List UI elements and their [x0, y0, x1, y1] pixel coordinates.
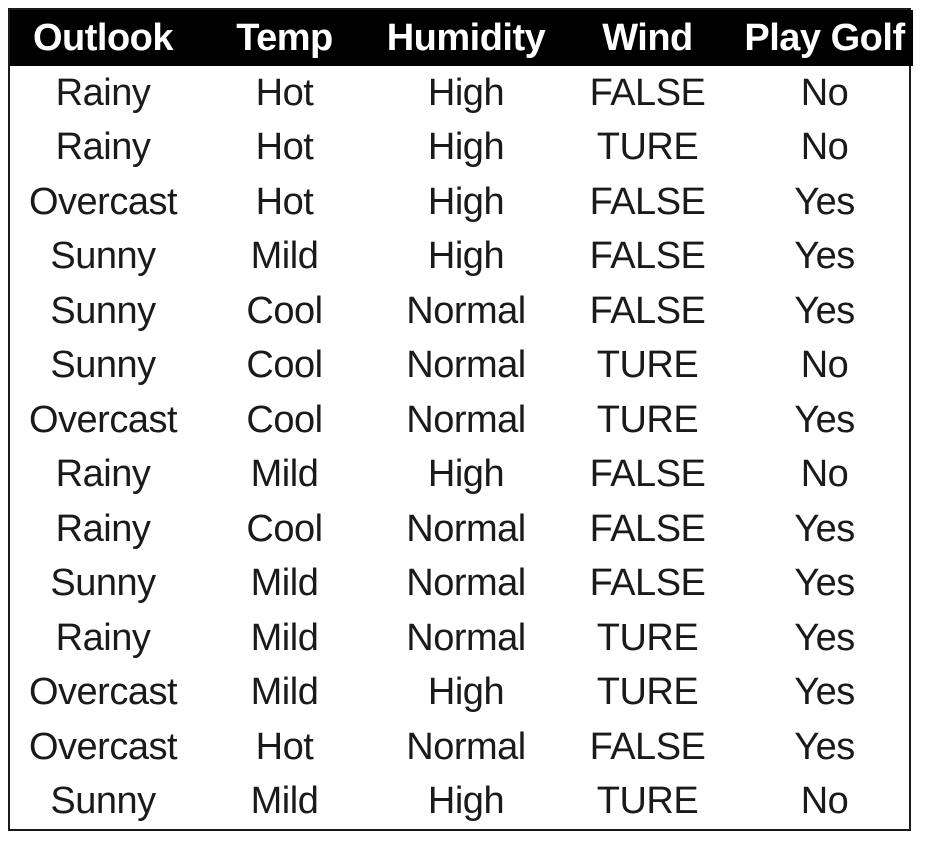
cell-play-golf: No: [800, 71, 849, 114]
table-row: Rainy Mild Normal TURE Yes: [10, 611, 913, 666]
table-row: Overcast Hot High FALSE Yes: [10, 175, 913, 230]
table-header: Outlook Temp Humidity Wind Play Golf: [10, 10, 913, 66]
cell-outlook: Rainy: [55, 616, 151, 659]
header-temp: Temp: [236, 16, 333, 59]
cell-wind: FALSE: [589, 180, 706, 223]
header-outlook: Outlook: [32, 16, 174, 59]
header-row: Outlook Temp Humidity Wind Play Golf: [10, 10, 913, 66]
cell-temp: Mild: [250, 235, 319, 278]
cell-play-golf: Yes: [794, 180, 855, 223]
table-row: Sunny Cool Normal FALSE Yes: [10, 284, 913, 339]
cell-wind: FALSE: [589, 562, 706, 605]
cell-play-golf: No: [800, 780, 849, 823]
header-wind: Wind: [602, 16, 693, 59]
cell-humidity: Normal: [406, 289, 526, 332]
cell-wind: FALSE: [589, 725, 706, 768]
table-row: Rainy Hot High FALSE No: [10, 66, 913, 121]
cell-outlook: Rainy: [55, 71, 151, 114]
cell-outlook: Overcast: [28, 180, 178, 223]
cell-humidity: High: [427, 235, 505, 278]
table-row: Overcast Mild High TURE Yes: [10, 666, 913, 721]
header-humidity: Humidity: [386, 16, 546, 59]
cell-play-golf: Yes: [794, 562, 855, 605]
cell-outlook: Rainy: [55, 507, 151, 550]
cell-humidity: Normal: [406, 398, 526, 441]
cell-wind: FALSE: [589, 289, 706, 332]
cell-humidity: High: [427, 180, 505, 223]
cell-wind: TURE: [596, 126, 699, 169]
cell-play-golf: Yes: [794, 235, 855, 278]
cell-wind: TURE: [596, 671, 699, 714]
cell-outlook: Overcast: [28, 671, 178, 714]
cell-wind: TURE: [596, 344, 699, 387]
cell-temp: Cool: [246, 289, 323, 332]
cell-wind: FALSE: [589, 453, 706, 496]
cell-wind: TURE: [596, 616, 699, 659]
cell-temp: Mild: [250, 616, 319, 659]
cell-temp: Hot: [255, 126, 314, 169]
cell-temp: Cool: [246, 507, 323, 550]
cell-humidity: Normal: [406, 507, 526, 550]
cell-humidity: Normal: [406, 616, 526, 659]
table-row: Rainy Hot High TURE No: [10, 121, 913, 176]
table-row: Sunny Mild High FALSE Yes: [10, 230, 913, 285]
cell-outlook: Sunny: [50, 289, 156, 332]
cell-wind: FALSE: [589, 507, 706, 550]
cell-play-golf: No: [800, 344, 849, 387]
cell-wind: TURE: [596, 780, 699, 823]
cell-humidity: High: [427, 453, 505, 496]
cell-outlook: Overcast: [28, 398, 178, 441]
cell-outlook: Overcast: [28, 725, 178, 768]
table-row: Rainy Mild High FALSE No: [10, 448, 913, 503]
table-row: Sunny Cool Normal TURE No: [10, 339, 913, 394]
cell-play-golf: Yes: [794, 507, 855, 550]
cell-play-golf: Yes: [794, 725, 855, 768]
table-frame: Outlook Temp Humidity Wind Play Golf Rainy Ho…: [8, 8, 913, 831]
cell-temp: Mild: [250, 562, 319, 605]
cell-outlook: Sunny: [50, 235, 156, 278]
cell-humidity: High: [427, 780, 505, 823]
cell-outlook: Rainy: [55, 126, 151, 169]
cell-temp: Mild: [250, 453, 319, 496]
table-row: Sunny Mild High TURE No: [10, 775, 913, 830]
table-row: Rainy Cool Normal FALSE Yes: [10, 502, 913, 557]
cell-humidity: High: [427, 671, 505, 714]
cell-play-golf: Yes: [794, 398, 855, 441]
cell-temp: Cool: [246, 344, 323, 387]
cell-outlook: Sunny: [50, 562, 156, 605]
table-body: Rainy Hot High FALSE No Rainy Hot High TURE No Ove…: [10, 66, 913, 829]
cell-temp: Cool: [246, 398, 323, 441]
cell-wind: FALSE: [589, 71, 706, 114]
cell-humidity: Normal: [406, 725, 526, 768]
cell-humidity: High: [427, 71, 505, 114]
cell-humidity: Normal: [406, 344, 526, 387]
cell-play-golf: No: [800, 453, 849, 496]
cell-temp: Mild: [250, 671, 319, 714]
table-row: Sunny Mild Normal FALSE Yes: [10, 557, 913, 612]
table-row: Overcast Hot Normal FALSE Yes: [10, 720, 913, 775]
header-play-golf: Play Golf: [744, 16, 905, 59]
cell-outlook: Sunny: [50, 780, 156, 823]
cell-wind: FALSE: [589, 235, 706, 278]
cell-temp: Hot: [255, 71, 314, 114]
cell-play-golf: Yes: [794, 671, 855, 714]
cell-play-golf: No: [800, 126, 849, 169]
cell-wind: TURE: [596, 398, 699, 441]
cell-humidity: High: [427, 126, 505, 169]
cell-play-golf: Yes: [794, 289, 855, 332]
cell-play-golf: Yes: [794, 616, 855, 659]
table-row: Overcast Cool Normal TURE Yes: [10, 393, 913, 448]
cell-temp: Hot: [255, 180, 314, 223]
cell-temp: Mild: [250, 780, 319, 823]
golf-data-table: Outlook Temp Humidity Wind Play Golf Rainy Ho…: [10, 10, 913, 829]
cell-outlook: Rainy: [55, 453, 151, 496]
cell-humidity: Normal: [406, 562, 526, 605]
cell-temp: Hot: [255, 725, 314, 768]
cell-outlook: Sunny: [50, 344, 156, 387]
